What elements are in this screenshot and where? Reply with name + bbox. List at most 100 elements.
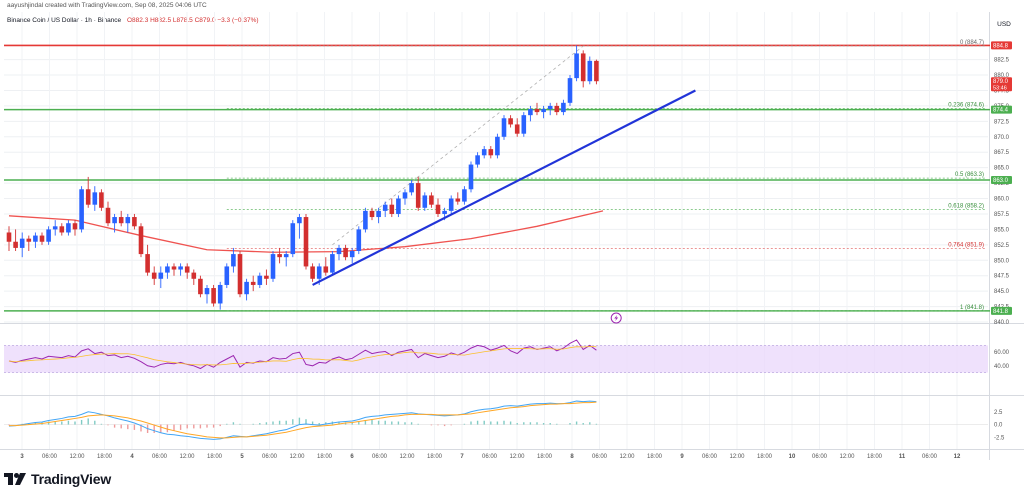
candle xyxy=(138,223,144,258)
candle-body xyxy=(382,204,388,211)
candle-body xyxy=(270,254,276,279)
price-axis-tick: 847.5 xyxy=(994,274,1010,280)
candle-body xyxy=(283,254,289,258)
candle xyxy=(72,220,78,236)
candle xyxy=(336,244,342,261)
candle-body xyxy=(376,210,381,218)
candle xyxy=(231,247,236,273)
candle-body xyxy=(323,266,329,273)
rsi-signal-line xyxy=(8,346,597,366)
candle-body xyxy=(402,192,408,199)
candle-body xyxy=(99,192,104,208)
price-badge-countdown: 53:46 xyxy=(993,86,1007,92)
candle xyxy=(46,226,51,245)
candle xyxy=(574,45,579,82)
candle-body xyxy=(198,278,203,295)
time-axis-label: 12:00 xyxy=(729,454,745,460)
candle xyxy=(290,220,296,258)
candle-body xyxy=(297,217,302,224)
price-axis-tick: 872.5 xyxy=(994,119,1010,125)
time-axis-label: 06:00 xyxy=(42,454,58,460)
candle-body xyxy=(26,238,32,242)
time-axis-label: 06:00 xyxy=(262,454,278,460)
time-axis-label: 12:00 xyxy=(509,454,525,460)
candle-body xyxy=(330,254,335,273)
candle xyxy=(330,251,335,276)
candle xyxy=(224,263,230,289)
price-badge xyxy=(991,105,1012,114)
price-axis-tick: 867.5 xyxy=(994,150,1010,156)
candle-body xyxy=(217,284,223,304)
candle xyxy=(501,115,507,140)
support-trendline xyxy=(312,89,696,286)
candle xyxy=(356,226,362,255)
candle-body xyxy=(534,109,540,113)
candle xyxy=(264,269,269,285)
time-axis-label: 06:00 xyxy=(702,454,718,460)
candle xyxy=(204,284,210,304)
macd-axis-tick: -2.5 xyxy=(994,435,1005,441)
candle-body xyxy=(79,189,84,230)
fib-level-label: 0.764 (851.9) xyxy=(948,243,984,249)
rsi-axis-tick: 40.00 xyxy=(994,364,1010,370)
time-axis-label: 10 xyxy=(789,454,796,460)
price-chart[interactable]: 0 (884.7) 0.236 (874.6) 0.5 (863.3) 0.618 (… xyxy=(0,0,1024,468)
candle xyxy=(257,272,263,289)
candle xyxy=(415,176,421,211)
time-axis-label: 18:00 xyxy=(537,454,553,460)
candle xyxy=(171,263,177,276)
candle-body xyxy=(13,241,18,248)
tradingview-logo[interactable]: TradingView xyxy=(4,468,111,490)
candle xyxy=(244,278,249,301)
candle-body xyxy=(409,183,414,193)
candle-body xyxy=(501,118,507,137)
candle xyxy=(19,232,25,258)
candle xyxy=(283,251,289,267)
candle-body xyxy=(508,118,513,125)
candle xyxy=(250,275,256,292)
candle xyxy=(468,161,474,193)
fib-diagonal xyxy=(332,45,584,246)
candle-body xyxy=(191,272,197,279)
candle xyxy=(547,102,553,116)
candle xyxy=(145,244,150,276)
symbol-name: Binance Coin / US Dollar · 1h · Binance xyxy=(7,17,122,24)
candle xyxy=(389,198,395,218)
candle xyxy=(402,189,408,205)
symbol-legend[interactable]: Binance Coin / US Dollar · 1h · Binance … xyxy=(7,17,259,24)
price-axis-tick: 845.0 xyxy=(994,289,1010,295)
candle-body xyxy=(33,235,38,242)
candle xyxy=(508,115,513,128)
candle-body xyxy=(462,189,467,202)
candle xyxy=(462,186,467,205)
candle xyxy=(66,220,71,236)
chart-grid xyxy=(4,12,988,450)
price-axis-tick: 840.0 xyxy=(994,320,1010,326)
candle xyxy=(567,75,573,106)
candle xyxy=(541,105,546,119)
candle xyxy=(495,133,500,159)
candle xyxy=(191,269,197,285)
candle xyxy=(85,176,91,208)
candle-body xyxy=(46,229,51,242)
time-axis-label: 7 xyxy=(460,454,464,460)
candle-body xyxy=(237,254,243,295)
candle xyxy=(376,207,381,224)
rsi-axis-tick: 60.00 xyxy=(994,350,1010,356)
candle-body xyxy=(250,281,256,285)
tradingview-wordmark: TradingView xyxy=(31,471,112,487)
candle-body xyxy=(72,223,78,230)
candle-body xyxy=(151,272,157,279)
price-badge xyxy=(991,176,1012,184)
candle xyxy=(211,284,216,307)
time-axis-label: 18:00 xyxy=(757,454,773,460)
candle-body xyxy=(547,105,553,109)
candle-body xyxy=(363,210,368,230)
candle xyxy=(52,220,58,236)
candle xyxy=(105,201,111,227)
candle-body xyxy=(145,254,150,273)
candle-body xyxy=(514,124,520,134)
candle-body xyxy=(468,164,474,190)
candle-body xyxy=(6,232,12,242)
candle xyxy=(363,207,368,233)
